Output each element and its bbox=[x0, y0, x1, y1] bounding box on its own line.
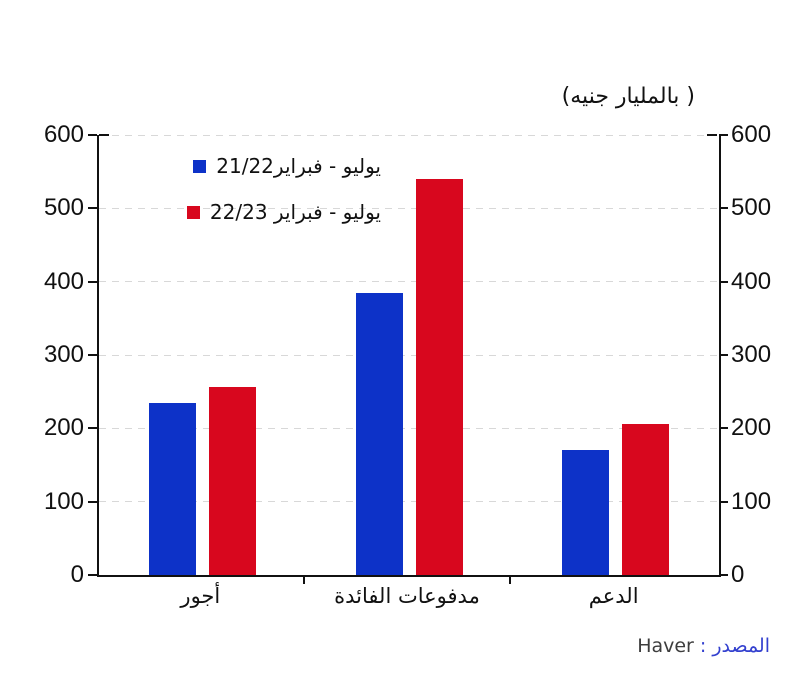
chart-units-title: ( بالمليار جنيه) bbox=[561, 84, 695, 109]
bar-series1-cat0 bbox=[208, 386, 256, 575]
gridline-500 bbox=[99, 207, 719, 209]
plot-area bbox=[97, 134, 721, 577]
bar-series0-cat0 bbox=[148, 402, 196, 575]
y-tick-label-left-300: 300 bbox=[43, 341, 84, 368]
y-tick-right-200 bbox=[719, 427, 728, 430]
source-value: Haver bbox=[637, 635, 694, 657]
legend-item-2223: يوليو - فبراير 22/23 bbox=[185, 198, 381, 226]
y-tick-left-200 bbox=[88, 427, 97, 430]
gridline-600 bbox=[99, 134, 719, 136]
x-tick-1 bbox=[302, 575, 305, 584]
legend-swatch-blue-icon bbox=[193, 159, 207, 173]
y-tick-label-right-0: 0 bbox=[731, 561, 745, 588]
y-tick-label-left-100: 100 bbox=[43, 487, 84, 515]
bar-series1-cat1 bbox=[415, 179, 463, 575]
gridline-200 bbox=[99, 427, 719, 429]
legend-item-2122: يوليو - فبراير21/22 bbox=[185, 152, 381, 180]
y-tick-label-right-400: 400 bbox=[731, 267, 772, 295]
legend-label-2223: يوليو - فبراير 22/23 bbox=[209, 200, 381, 224]
y-tick-left-100 bbox=[88, 500, 97, 503]
axis-cap-left bbox=[99, 134, 109, 136]
y-tick-label-left-500: 500 bbox=[43, 194, 84, 222]
gridline-300 bbox=[99, 354, 719, 356]
bar-series1-cat2 bbox=[622, 423, 670, 575]
gridline-400 bbox=[99, 281, 719, 283]
x-category-label-1: مدفوعات الفائدة bbox=[334, 584, 480, 608]
y-tick-left-500 bbox=[88, 207, 97, 210]
y-tick-label-right-600: 600 bbox=[731, 121, 772, 148]
x-category-label-0: أجور bbox=[180, 584, 221, 608]
y-tick-label-right-300: 300 bbox=[731, 341, 772, 368]
source-line: المصدر :Haver bbox=[637, 635, 770, 657]
y-tick-label-right-200: 200 bbox=[731, 414, 772, 442]
chart-legend: يوليو - فبراير21/22 يوليو - فبراير 22/23 bbox=[185, 152, 381, 244]
y-tick-left-300 bbox=[88, 354, 97, 356]
y-tick-right-600 bbox=[719, 134, 728, 136]
y-tick-right-0 bbox=[719, 574, 728, 576]
y-tick-left-0 bbox=[88, 574, 97, 576]
y-tick-left-600 bbox=[88, 134, 97, 136]
y-tick-label-left-400: 400 bbox=[43, 267, 84, 295]
legend-label-2122: يوليو - فبراير21/22 bbox=[216, 154, 381, 178]
bar-series0-cat2 bbox=[562, 450, 610, 575]
y-tick-right-400 bbox=[719, 280, 728, 283]
y-tick-label-right-500: 500 bbox=[731, 194, 772, 222]
x-category-label-2: الدعم bbox=[588, 584, 639, 608]
y-tick-label-left-0: 0 bbox=[70, 561, 84, 588]
source-label: المصدر : bbox=[699, 635, 770, 657]
gridline-100 bbox=[99, 501, 719, 503]
y-tick-right-300 bbox=[719, 354, 728, 356]
y-tick-right-100 bbox=[719, 500, 728, 503]
y-tick-left-400 bbox=[88, 280, 97, 283]
legend-swatch-red-icon bbox=[186, 205, 200, 219]
y-tick-label-left-200: 200 bbox=[43, 414, 84, 442]
bar-series0-cat1 bbox=[355, 292, 403, 575]
y-tick-right-500 bbox=[719, 207, 728, 210]
y-tick-label-right-100: 100 bbox=[731, 487, 772, 515]
x-tick-2 bbox=[509, 575, 512, 584]
y-tick-label-left-600: 600 bbox=[43, 121, 84, 148]
axis-cap-right bbox=[707, 134, 717, 136]
